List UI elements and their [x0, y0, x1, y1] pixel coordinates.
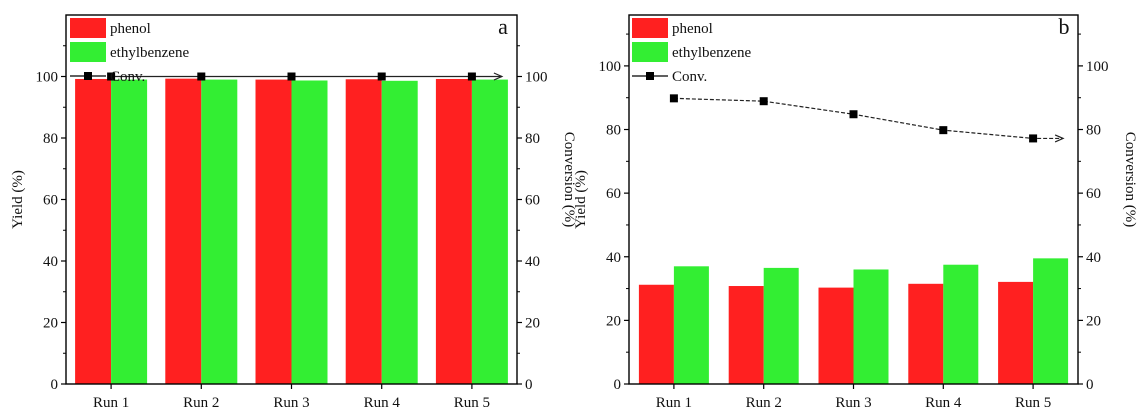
- bar-phenol-1: [75, 78, 112, 385]
- bar-phenol-5: [998, 281, 1034, 384]
- right-tick-label-80: 80: [1086, 123, 1101, 139]
- right-tick-label-40: 40: [525, 254, 540, 270]
- legend-swatch-ethylbenzene: [632, 42, 668, 62]
- right-tick-label-80: 80: [525, 131, 540, 147]
- legend-label-phenol: phenol: [672, 21, 713, 37]
- bar-phenol-4: [345, 79, 382, 384]
- right-tick-label-0: 0: [525, 377, 533, 393]
- right-tick-label-0: 0: [1086, 377, 1094, 393]
- left-tick-label-0: 0: [614, 377, 622, 393]
- bar-ethylbenzene-4: [381, 80, 418, 385]
- left-tick-label-20: 20: [43, 316, 58, 332]
- bar-ethylbenzene-2: [201, 79, 238, 384]
- left-tick-label-80: 80: [43, 131, 58, 147]
- bar-ethylbenzene-2: [763, 267, 799, 384]
- left-tick-label-0: 0: [51, 377, 59, 393]
- x-tick-label-3: Run 3: [273, 395, 309, 411]
- right-tick-label-20: 20: [525, 316, 540, 332]
- conversion-line: [673, 97, 1064, 140]
- right-tick-label-20: 20: [1086, 313, 1101, 329]
- left-tick-label-40: 40: [43, 254, 58, 270]
- right-tick-label-40: 40: [1086, 250, 1101, 266]
- x-tick-label-2: Run 2: [183, 395, 219, 411]
- y2-axis-title: Conversion (%): [561, 132, 577, 227]
- conversion-point-1: [669, 94, 678, 103]
- y-axis-title: Yield (%): [573, 170, 589, 229]
- left-tick-label-60: 60: [43, 193, 58, 209]
- x-tick-label-4: Run 4: [364, 395, 401, 411]
- conversion-point-1: [107, 72, 116, 81]
- conversion-point-3: [849, 110, 858, 119]
- bar-phenol-4: [908, 283, 944, 384]
- conversion-point-5: [1029, 134, 1038, 143]
- conversion-point-2: [759, 97, 768, 106]
- right-tick-label-100: 100: [525, 70, 548, 86]
- conversion-point-4: [939, 126, 948, 135]
- chart-panel-a: 0 20 40 60 80 100 0 20 40 60 80 100 Run 1 Run 2 Run 3 R…: [10, 14, 577, 411]
- x-tick-label-5: Run 5: [1015, 395, 1051, 411]
- panel-letter: a: [498, 14, 508, 39]
- legend-label-ethylbenzene: ethylbenzene: [110, 45, 189, 61]
- bar-ethylbenzene-1: [111, 79, 148, 384]
- conversion-line-arrow: [493, 72, 504, 81]
- y2-axis-title: Conversion (%): [1122, 132, 1138, 227]
- bar-ethylbenzene-3: [291, 80, 328, 384]
- legend-label-ethylbenzene: ethylbenzene: [672, 45, 751, 61]
- bar-ethylbenzene-1: [673, 266, 709, 384]
- conversion-line-arrow: [1054, 134, 1065, 143]
- right-tick-label-60: 60: [1086, 186, 1101, 202]
- conversion-point-5: [467, 72, 476, 81]
- chart-panel-b: 0 20 40 60 80 100 0 20 40 60 80 100 Run 1 Run 2 Run 3 R…: [573, 14, 1138, 411]
- bar-phenol-2: [165, 78, 202, 384]
- left-tick-label-100: 100: [599, 59, 622, 75]
- bar-phenol-1: [638, 284, 674, 384]
- panel-letter: b: [1059, 14, 1070, 39]
- bar-ethylbenzene-4: [943, 264, 979, 384]
- bar-ethylbenzene-5: [1033, 258, 1069, 384]
- x-tick-label-3: Run 3: [835, 395, 871, 411]
- bar-phenol-3: [255, 79, 292, 384]
- bar-phenol-3: [818, 287, 854, 384]
- conversion-point-4: [377, 72, 386, 81]
- x-tick-label-1: Run 1: [93, 395, 129, 411]
- left-tick-label-80: 80: [606, 123, 621, 139]
- legend-label-conv: Conv.: [110, 69, 145, 85]
- y-axis-title: Yield (%): [10, 170, 26, 229]
- legend-label-phenol: phenol: [110, 21, 151, 37]
- x-tick-label-2: Run 2: [746, 395, 782, 411]
- legend-marker-conv: [84, 72, 92, 80]
- x-tick-label-4: Run 4: [925, 395, 962, 411]
- legend-swatch-phenol: [632, 18, 668, 38]
- legend-marker-conv: [646, 72, 654, 80]
- left-tick-label-100: 100: [36, 70, 59, 86]
- bar-ethylbenzene-5: [471, 79, 508, 384]
- left-tick-label-20: 20: [606, 313, 621, 329]
- left-tick-label-40: 40: [606, 250, 621, 266]
- legend-swatch-ethylbenzene: [70, 42, 106, 62]
- right-tick-label-60: 60: [525, 193, 540, 209]
- legend-swatch-phenol: [70, 18, 106, 38]
- bar-phenol-2: [728, 286, 764, 384]
- conversion-point-3: [287, 72, 296, 81]
- right-tick-label-100: 100: [1086, 59, 1109, 75]
- legend-label-conv: Conv.: [672, 69, 707, 85]
- bar-phenol-5: [435, 78, 472, 385]
- left-tick-label-60: 60: [606, 186, 621, 202]
- x-tick-label-5: Run 5: [454, 395, 490, 411]
- x-tick-label-1: Run 1: [656, 395, 692, 411]
- conversion-point-2: [197, 72, 206, 81]
- bar-ethylbenzene-3: [853, 269, 889, 384]
